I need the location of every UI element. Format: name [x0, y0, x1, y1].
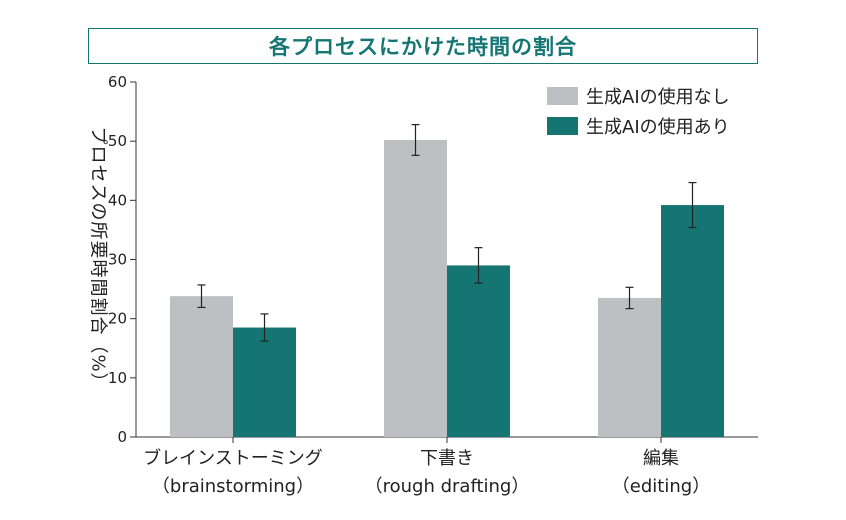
x-category-sublabel: （editing）: [612, 476, 710, 497]
bar-without-ai: [598, 297, 661, 437]
y-tick-label: 60: [108, 73, 127, 91]
y-tick-label: 30: [108, 251, 127, 269]
chart-title-box: 各プロセスにかけた時間の割合: [88, 28, 758, 64]
legend-label: 生成AIの使用なし: [586, 87, 730, 108]
x-category-label: ブレインストーミング: [143, 447, 323, 469]
legend-label: 生成AIの使用あり: [586, 117, 730, 138]
y-tick-label: 20: [108, 310, 127, 328]
legend-swatch: [547, 117, 578, 135]
bar-with-ai: [233, 327, 296, 437]
y-tick-label: 10: [108, 369, 127, 387]
bar-with-ai: [661, 205, 724, 437]
bar-without-ai: [384, 139, 447, 437]
bar-without-ai: [170, 296, 233, 437]
legend-swatch: [547, 87, 578, 105]
bar-with-ai: [447, 265, 510, 437]
x-category-label: 編集: [643, 448, 679, 469]
y-tick-label: 50: [108, 132, 127, 150]
x-category-sublabel: （brainstorming）: [152, 476, 314, 497]
chart-title: 各プロセスにかけた時間の割合: [269, 35, 577, 59]
y-tick-label: 40: [108, 191, 127, 209]
y-axis-label: プロセスの所要時間割合（%）: [88, 126, 109, 391]
x-category-label: 下書き: [420, 448, 474, 469]
y-tick-label: 0: [117, 428, 127, 446]
x-category-sublabel: （rough drafting）: [365, 476, 530, 497]
